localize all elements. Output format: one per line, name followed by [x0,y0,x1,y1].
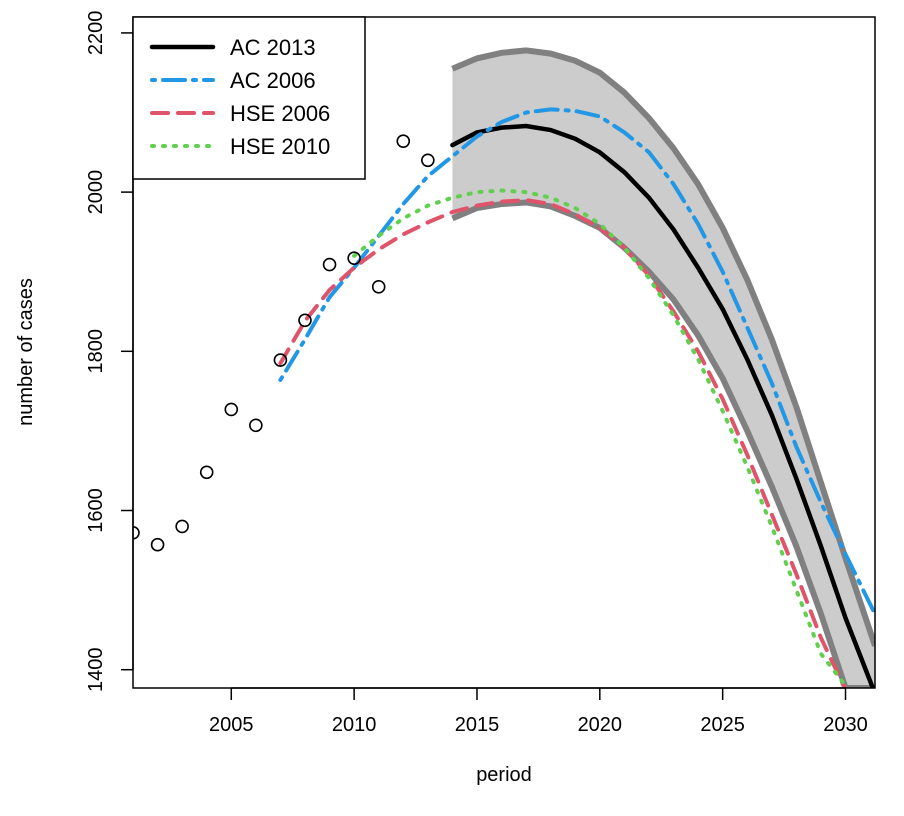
observed-point [133,525,140,540]
observed-point [421,153,435,168]
band-lower-line [451,199,875,688]
y-axis-label: number of cases [15,278,37,426]
x-axis-label: period [476,764,532,786]
observed-point [396,134,411,148]
observed-point [273,353,288,367]
confidence-band [452,50,875,688]
legend-label-2: HSE 2006 [230,101,330,126]
observed-point [175,519,189,534]
y-tick-label: 2000 [85,170,107,215]
legend-box [132,16,366,180]
observed-point [322,257,337,272]
series-line-0 [450,123,875,688]
legend-label-1: AC 2006 [230,68,316,93]
y-axis: 1400 1600 1800 2000 2200 [85,11,134,692]
legend-label-0: AC 2013 [230,35,316,60]
observed-point [371,280,386,294]
y-tick-label: 1800 [85,329,107,374]
legend: AC 2013 AC 2006 HSE 2006 HSE 2010 [132,16,366,180]
y-tick-label: 2200 [85,11,107,56]
x-tick-label: 2010 [332,714,377,736]
x-tick-label: 2020 [578,714,623,736]
observed-point [224,402,239,417]
series-line-2 [278,198,847,688]
x-tick-label: 2025 [700,714,745,736]
x-axis: 2005 2010 2015 2020 2025 2030 [209,687,868,736]
series-line-3 [352,188,848,688]
observed-point [150,537,165,552]
y-tick-label: 1600 [85,488,107,532]
observed-point [347,251,361,265]
plot-area [133,47,875,688]
band-upper-line [451,47,875,647]
observed-point [298,313,312,328]
x-tick-label: 2015 [455,714,500,736]
observed-point [199,465,214,480]
y-tick-label: 1400 [85,647,107,692]
x-tick-label: 2005 [209,714,254,736]
observed-point [249,418,263,433]
x-tick-label: 2030 [823,714,868,736]
legend-label-3: HSE 2010 [230,134,330,159]
